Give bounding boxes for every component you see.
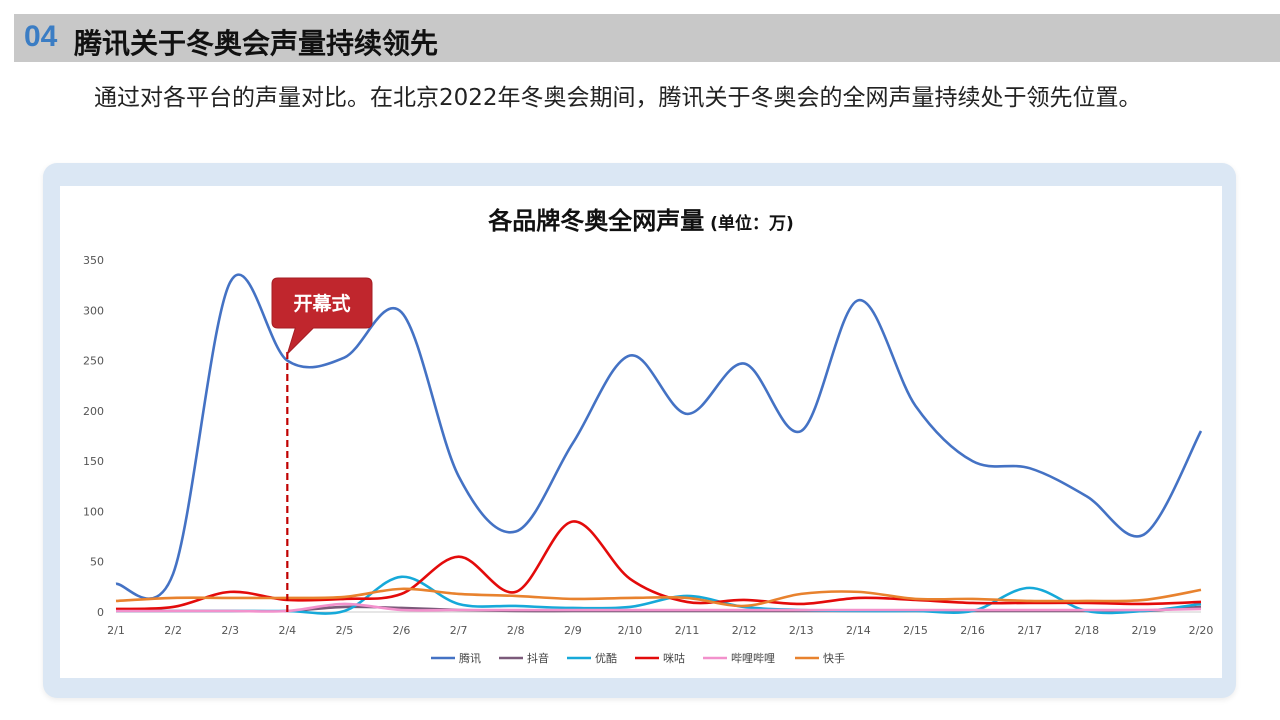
x-tick-label: 2/9 (564, 624, 582, 637)
x-tick-label: 2/16 (960, 624, 985, 637)
chart-unit: (单位：万) (704, 213, 793, 234)
legend-label: 咪咕 (663, 652, 685, 665)
y-tick-label: 200 (83, 405, 104, 418)
line-chart: 各品牌冬奥全网声量 (单位：万) 0 50 100 150 200 250 300 350 2… (83, 207, 1214, 665)
series-line (115, 602, 1202, 613)
x-tick-label: 2/2 (164, 624, 182, 637)
y-tick-label: 100 (83, 505, 104, 518)
x-tick-label: 2/4 (278, 624, 296, 637)
x-tick-label: 2/18 (1074, 624, 1099, 637)
chart-title: 各品牌冬奥全网声量 (单位：万) (487, 207, 793, 235)
x-tick-label: 2/5 (336, 624, 354, 637)
chart-title-text: 各品牌冬奥全网声量 (487, 207, 704, 235)
y-tick-label: 350 (83, 254, 104, 267)
x-tick-label: 2/1 (107, 624, 125, 637)
y-tick-label: 0 (97, 606, 104, 619)
series-line (115, 587, 1202, 608)
x-tick-label: 2/19 (1132, 624, 1157, 637)
legend-label: 快手 (823, 651, 845, 665)
series-line (115, 520, 1202, 611)
x-tick-label: 2/13 (789, 624, 814, 637)
x-tick-label: 2/15 (903, 624, 928, 637)
annotation-label: 开幕式 (293, 292, 350, 315)
legend-label: 哔哩哔哩 (731, 652, 775, 665)
y-tick-label: 250 (83, 355, 104, 368)
title-bar: 04 腾讯关于冬奥会声量持续领先 (14, 14, 1280, 62)
y-tick-label: 300 (83, 304, 104, 317)
intro-paragraph: 通过对各平台的声量对比。在北京2022年冬奥会期间，腾讯关于冬奥会的全网声量持续… (94, 85, 1142, 111)
legend-label: 抖音 (527, 651, 549, 665)
x-tick-label: 2/17 (1017, 624, 1042, 637)
y-tick-label: 150 (83, 455, 104, 468)
x-tick-label: 2/3 (221, 624, 239, 637)
legend-label: 腾讯 (459, 651, 481, 665)
x-tick-label: 2/10 (618, 624, 643, 637)
series-line (115, 575, 1202, 615)
annotation-callout (271, 277, 373, 355)
x-tick-label: 2/7 (450, 624, 468, 637)
chart-panel: 各品牌冬奥全网声量 (单位：万) 0 50 100 150 200 250 300 350 2… (60, 186, 1222, 678)
legend-label: 优酷 (595, 652, 617, 665)
x-tick-label: 2/6 (393, 624, 411, 637)
x-tick-label: 2/8 (507, 624, 525, 637)
y-tick-label: 50 (90, 556, 104, 569)
x-tick-label: 2/14 (846, 624, 871, 637)
x-tick-label: 2/12 (732, 624, 757, 637)
x-tick-label: 2/20 (1189, 624, 1214, 637)
page-title: 腾讯关于冬奥会声量持续领先 (74, 27, 439, 60)
x-tick-label: 2/11 (675, 624, 700, 637)
series-line (115, 273, 1203, 600)
section-number: 04 (24, 20, 58, 53)
